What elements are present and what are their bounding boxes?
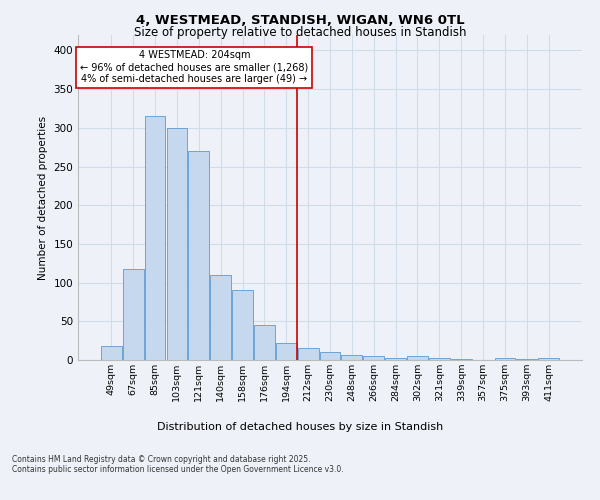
Bar	[538, 358, 559, 360]
Bar	[145, 116, 166, 360]
Y-axis label: Number of detached properties: Number of detached properties	[38, 116, 48, 280]
Bar	[188, 151, 209, 360]
Text: Distribution of detached houses by size in Standish: Distribution of detached houses by size …	[157, 422, 443, 432]
Bar	[341, 354, 362, 360]
Bar	[167, 128, 187, 360]
Bar	[429, 358, 450, 360]
Bar	[101, 346, 122, 360]
Bar	[210, 275, 231, 360]
Bar	[123, 268, 143, 360]
Bar	[385, 358, 406, 360]
Bar	[364, 356, 384, 360]
Bar	[298, 348, 319, 360]
Bar	[276, 343, 296, 360]
Bar	[254, 325, 275, 360]
Text: Contains HM Land Registry data © Crown copyright and database right 2025.: Contains HM Land Registry data © Crown c…	[12, 456, 311, 464]
Bar	[232, 290, 253, 360]
Text: 4 WESTMEAD: 204sqm
← 96% of detached houses are smaller (1,268)
4% of semi-detac: 4 WESTMEAD: 204sqm ← 96% of detached hou…	[80, 50, 308, 84]
Bar	[407, 356, 428, 360]
Bar	[494, 358, 515, 360]
Bar	[320, 352, 340, 360]
Bar	[451, 359, 472, 360]
Bar	[517, 359, 537, 360]
Text: 4, WESTMEAD, STANDISH, WIGAN, WN6 0TL: 4, WESTMEAD, STANDISH, WIGAN, WN6 0TL	[136, 14, 464, 27]
Text: Size of property relative to detached houses in Standish: Size of property relative to detached ho…	[134, 26, 466, 39]
Text: Contains public sector information licensed under the Open Government Licence v3: Contains public sector information licen…	[12, 466, 344, 474]
